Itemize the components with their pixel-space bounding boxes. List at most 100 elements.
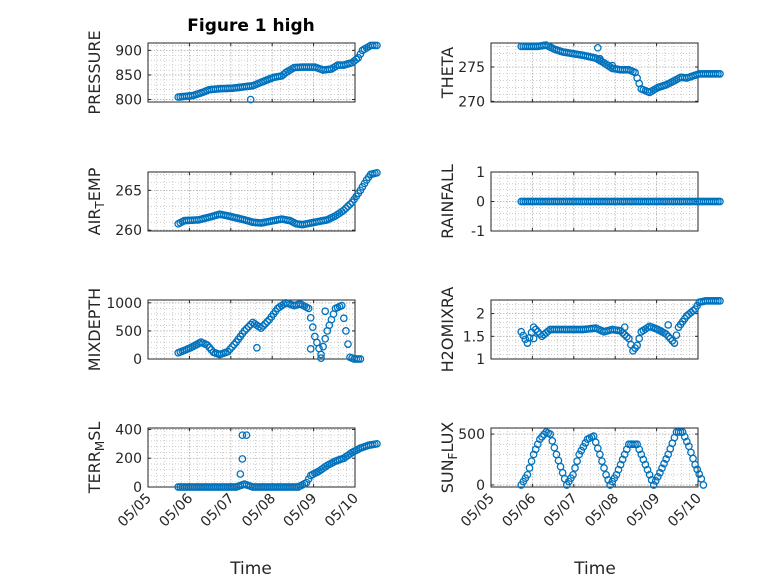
axes-frame	[490, 299, 699, 360]
y-tick-label: 500	[458, 427, 485, 443]
data-point-outlier	[253, 343, 261, 352]
data-point	[261, 320, 270, 328]
y-axis-label-subscript: F	[446, 452, 460, 459]
data-point	[680, 432, 689, 441]
chart-panel-terr: 05/05 05/06 05/07 05/08 05/09 05/10 0 200 400 TER…	[85, 422, 381, 531]
x-tick-label: 05/10	[665, 491, 705, 531]
x-tick-label: 05/05	[115, 491, 155, 531]
data-point	[695, 470, 704, 478]
data-point	[523, 470, 532, 479]
y-axis-label: PRESSURE	[85, 30, 104, 114]
x-axis-label-left: Time	[229, 559, 272, 579]
data-point	[339, 206, 348, 215]
data-point	[682, 437, 691, 446]
data-point	[304, 304, 313, 313]
data-point	[538, 432, 546, 441]
data-point	[662, 330, 670, 338]
data-point	[689, 454, 697, 463]
data-point	[596, 450, 604, 459]
x-tick-label: 05/09	[624, 491, 664, 531]
y-tick-label: 0	[133, 480, 142, 496]
data-point	[691, 460, 699, 469]
data-point	[579, 442, 588, 451]
y-tick-label: 400	[115, 422, 142, 438]
y-tick-label: 2	[476, 307, 485, 323]
y-tick-label: 900	[115, 43, 142, 59]
chart-panel-sun: 05/05 05/06 05/07 05/08 05/09 05/10 0 500SUNFLU…	[438, 422, 708, 531]
data-point	[373, 439, 381, 448]
data-point	[558, 468, 567, 477]
y-tick-label: 200	[115, 451, 142, 467]
data-point	[373, 168, 381, 177]
scatter-series	[517, 197, 724, 206]
data-point-outlier	[236, 470, 245, 478]
data-point	[517, 327, 526, 336]
y-tick-label: 0	[476, 478, 485, 494]
data-point	[240, 327, 249, 335]
data-point-outlier	[664, 321, 673, 329]
data-point	[668, 336, 677, 345]
axes-frame	[490, 427, 699, 488]
y-axis-label: THETA	[438, 47, 457, 99]
chart-panel-rainfall: -1 0 1 RAINFALL	[438, 164, 724, 240]
data-point	[525, 464, 534, 472]
data-point	[569, 470, 577, 479]
data-point	[527, 457, 536, 466]
axes-frame	[147, 427, 356, 488]
data-point-outlier	[238, 431, 247, 440]
data-point-outlier	[242, 431, 251, 440]
y-tick-label: 265	[115, 183, 142, 199]
data-point	[575, 450, 584, 459]
data-point	[339, 314, 348, 323]
data-point	[536, 435, 544, 444]
data-point	[344, 202, 352, 211]
x-tick-label: 05/06	[499, 490, 539, 530]
data-point	[548, 437, 557, 445]
y-axis-label-main: AIR	[85, 209, 104, 236]
y-axis-label-main: H2OMIXRA	[438, 287, 457, 373]
data-point	[656, 468, 664, 477]
y-tick-label: 1000	[106, 296, 142, 312]
data-point	[533, 327, 542, 336]
data-point	[620, 330, 629, 339]
y-tick-label: 1.5	[463, 329, 485, 345]
y-axis-label: AIRTEMP	[85, 167, 107, 235]
y-axis-label-main: THETA	[438, 47, 457, 99]
data-point	[627, 340, 635, 349]
data-point-outlier	[620, 323, 629, 332]
y-axis-label-rest: LUX	[438, 422, 457, 453]
data-point-outlier	[321, 307, 330, 316]
data-point	[356, 355, 365, 363]
y-tick-label: 800	[115, 93, 142, 109]
chart-panel-h2omixra: 1 1.5 2 H2OMIXRA	[438, 287, 724, 373]
data-point	[581, 439, 590, 447]
y-tick-label: 1	[476, 352, 485, 368]
data-point	[263, 317, 272, 326]
data-point	[689, 306, 697, 315]
data-point-outlier	[596, 54, 604, 63]
data-point-outlier	[529, 334, 538, 343]
data-point	[670, 339, 679, 347]
y-axis-label: H2OMIXRA	[438, 287, 457, 373]
data-point	[693, 465, 702, 474]
data-point	[242, 324, 251, 333]
scatter-series	[517, 428, 708, 489]
data-point	[653, 472, 662, 481]
data-point	[531, 325, 540, 334]
axes-frame	[147, 42, 356, 103]
y-axis-label-rest: SL	[85, 422, 104, 441]
y-axis-label-main: SUN	[438, 459, 457, 493]
scatter-series	[517, 41, 724, 97]
data-point	[342, 204, 350, 213]
data-point	[716, 70, 724, 78]
figure-title: Figure 1 high	[187, 16, 315, 36]
data-point	[598, 457, 606, 466]
y-axis-label-main: PRESSURE	[85, 30, 104, 114]
data-point	[337, 301, 346, 310]
scatter-series	[174, 168, 381, 229]
y-axis-label-main: RAINFALL	[438, 164, 457, 239]
y-axis-label-main: TERR	[85, 451, 104, 494]
